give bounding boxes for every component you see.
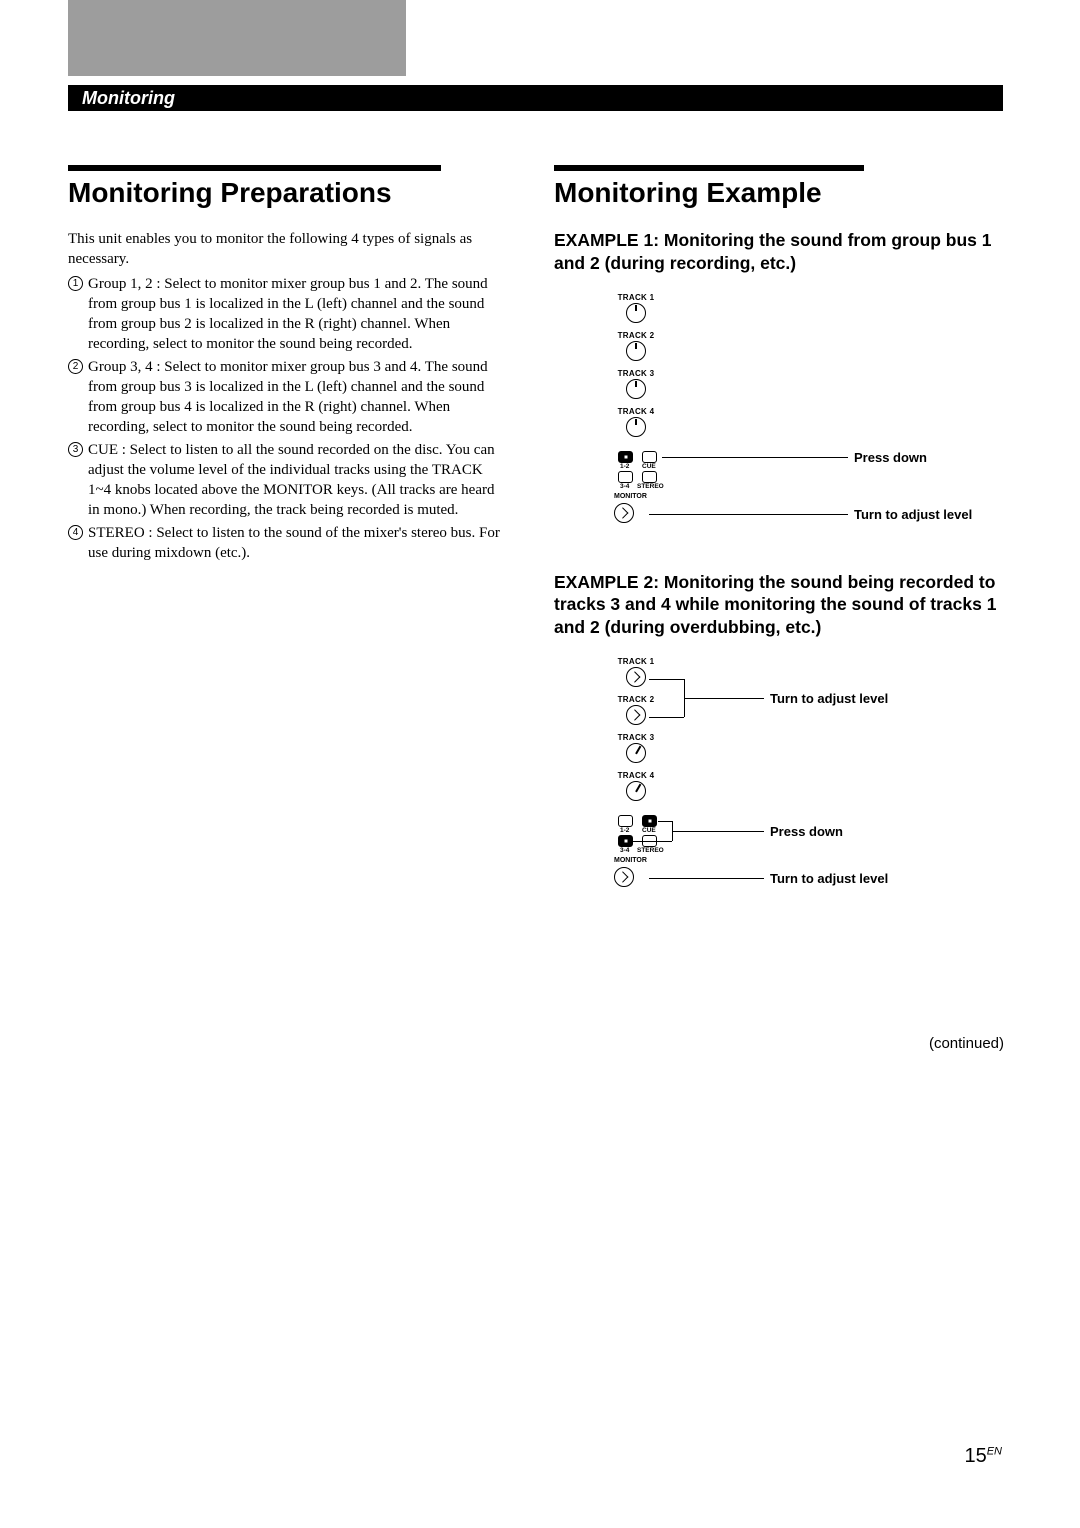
connector-line xyxy=(630,841,672,842)
circled-number-icon: 3 xyxy=(68,442,83,457)
track2-label: TRACK 2 xyxy=(614,695,658,704)
button-1-2 xyxy=(618,815,633,827)
intro-text: This unit enables you to monitor the fol… xyxy=(68,229,508,270)
track3-label: TRACK 3 xyxy=(614,369,658,378)
circled-number-icon: 4 xyxy=(68,525,83,540)
connector-line xyxy=(649,717,684,718)
track4-label: TRACK 4 xyxy=(614,771,658,780)
button-3-4 xyxy=(618,471,633,483)
label-3-4: 3-4 xyxy=(620,847,629,854)
connector-line xyxy=(662,457,848,458)
circled-number-icon: 2 xyxy=(68,359,83,374)
item-text: CUE : Select to listen to all the sound … xyxy=(88,442,495,519)
button-stereo xyxy=(642,471,657,483)
page-number-suffix: EN xyxy=(987,1445,1002,1457)
track1-label: TRACK 1 xyxy=(614,293,658,302)
page-number-value: 15 xyxy=(964,1445,986,1467)
item-text: STEREO : Select to listen to the sound o… xyxy=(88,525,500,561)
left-heading: Monitoring Preparations xyxy=(68,177,508,209)
press-down-label: Press down xyxy=(854,450,927,465)
label-1-2: 1-2 xyxy=(620,827,629,834)
label-cue: CUE xyxy=(642,827,656,834)
item-text: Group 3, 4 : Select to monitor mixer gro… xyxy=(88,359,488,436)
label-1-2: 1-2 xyxy=(620,463,629,470)
label-3-4: 3-4 xyxy=(620,483,629,490)
button-1-2 xyxy=(618,451,633,463)
heading-rule xyxy=(68,165,441,171)
list-item: 3 CUE : Select to listen to all the sound… xyxy=(68,440,508,521)
button-cue xyxy=(642,815,657,827)
track2-label: TRACK 2 xyxy=(614,331,658,340)
label-stereo: STEREO xyxy=(637,847,664,854)
knob-icon xyxy=(626,667,646,687)
turn-level-label: Turn to adjust level xyxy=(770,691,888,706)
button-cue xyxy=(642,451,657,463)
label-cue: CUE xyxy=(642,463,656,470)
example2-heading: EXAMPLE 2: Monitoring the sound being re… xyxy=(554,571,1004,639)
knob-icon xyxy=(626,781,646,801)
track1-label: TRACK 1 xyxy=(614,657,658,666)
track3-label: TRACK 3 xyxy=(614,733,658,742)
section-bar: Monitoring xyxy=(68,85,1003,111)
list-item: 4 STEREO : Select to listen to the sound … xyxy=(68,523,508,564)
connector-line xyxy=(658,821,672,822)
left-column: Monitoring Preparations This unit enable… xyxy=(68,165,508,565)
monitor-knob-icon xyxy=(614,503,634,523)
diagram-example1: TRACK 1 TRACK 2 TRACK 3 TRACK 4 1-2 CUE … xyxy=(554,293,1004,553)
diagram-example2: TRACK 1 TRACK 2 TRACK 3 TRACK 4 1-2 CUE … xyxy=(554,657,1004,937)
item-text: Group 1, 2 : Select to monitor mixer gro… xyxy=(88,276,488,353)
header-gray-block xyxy=(68,0,406,76)
turn-level-label: Turn to adjust level xyxy=(770,871,888,886)
knob-icon xyxy=(626,379,646,399)
connector-line xyxy=(649,514,848,515)
continued-label: (continued) xyxy=(929,1035,1004,1052)
turn-level-label: Turn to adjust level xyxy=(854,507,972,522)
page-number: 15EN xyxy=(964,1445,1002,1468)
circled-number-icon: 1 xyxy=(68,276,83,291)
connector-line xyxy=(649,878,764,879)
knob-icon xyxy=(626,303,646,323)
list-item: 2 Group 3, 4 : Select to monitor mixer gr… xyxy=(68,357,508,438)
right-heading: Monitoring Example xyxy=(554,177,1004,209)
track4-label: TRACK 4 xyxy=(614,407,658,416)
press-down-label: Press down xyxy=(770,824,843,839)
heading-rule xyxy=(554,165,864,171)
connector-line xyxy=(672,831,764,832)
label-stereo: STEREO xyxy=(637,483,664,490)
connector-line xyxy=(684,698,764,699)
knob-icon xyxy=(626,743,646,763)
knob-icon xyxy=(626,417,646,437)
knob-icon xyxy=(626,705,646,725)
connector-line xyxy=(649,679,684,680)
example1-heading: EXAMPLE 1: Monitoring the sound from gro… xyxy=(554,229,1004,275)
knob-icon xyxy=(626,341,646,361)
monitor-label: MONITOR xyxy=(614,493,647,500)
monitor-knob-icon xyxy=(614,867,634,887)
list-item: 1 Group 1, 2 : Select to monitor mixer gr… xyxy=(68,274,508,355)
right-column: Monitoring Example EXAMPLE 1: Monitoring… xyxy=(554,165,1004,937)
monitor-label: MONITOR xyxy=(614,857,647,864)
